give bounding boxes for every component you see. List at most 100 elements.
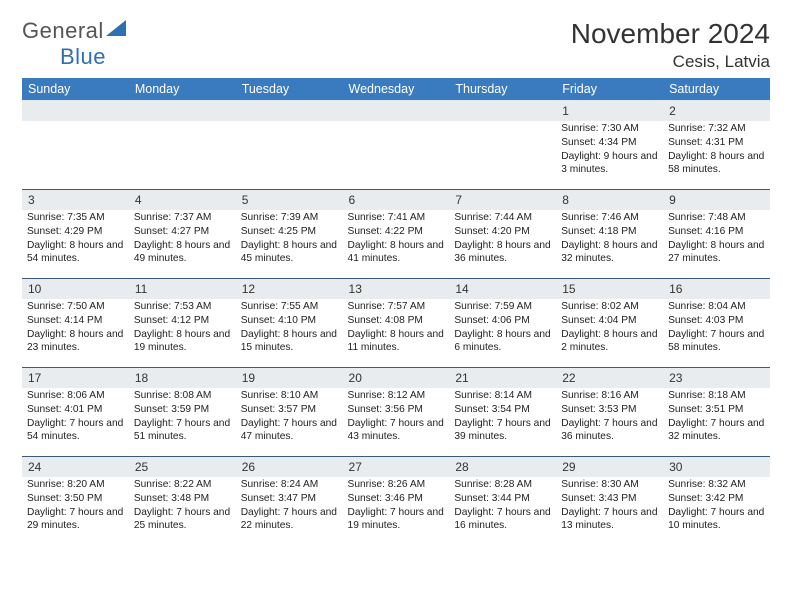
- sunset-line: Sunset: 4:08 PM: [348, 315, 423, 326]
- calendar-day-cell: 11Sunrise: 7:53 AMSunset: 4:12 PMDayligh…: [129, 279, 236, 368]
- day-number: 20: [343, 368, 450, 388]
- sunrise-line: Sunrise: 8:14 AM: [454, 390, 532, 401]
- daylight-line: Daylight: 8 hours and 6 minutes.: [454, 329, 550, 354]
- daylight-line: Daylight: 7 hours and 22 minutes.: [241, 507, 337, 532]
- sunrise-line: Sunrise: 7:57 AM: [348, 301, 426, 312]
- sunrise-line: Sunrise: 8:12 AM: [348, 390, 426, 401]
- daylight-line: Daylight: 8 hours and 19 minutes.: [134, 329, 230, 354]
- day-number: 25: [129, 457, 236, 477]
- daylight-line: Daylight: 7 hours and 58 minutes.: [668, 329, 764, 354]
- day-number: 26: [236, 457, 343, 477]
- sunset-line: Sunset: 4:14 PM: [27, 315, 102, 326]
- sunset-line: Sunset: 3:59 PM: [134, 404, 209, 415]
- day-number: 15: [556, 279, 663, 299]
- day-number: 18: [129, 368, 236, 388]
- daylight-line: Daylight: 7 hours and 19 minutes.: [348, 507, 444, 532]
- day-number: 13: [343, 279, 450, 299]
- sunrise-line: Sunrise: 8:20 AM: [27, 479, 105, 490]
- sunrise-line: Sunrise: 7:41 AM: [348, 212, 426, 223]
- calendar-day-cell: 8Sunrise: 7:46 AMSunset: 4:18 PMDaylight…: [556, 190, 663, 279]
- day-number: 2: [663, 101, 770, 121]
- calendar-day-cell: 14Sunrise: 7:59 AMSunset: 4:06 PMDayligh…: [449, 279, 556, 368]
- sunrise-line: Sunrise: 7:44 AM: [454, 212, 532, 223]
- weekday-header-row: SundayMondayTuesdayWednesdayThursdayFrid…: [22, 78, 770, 101]
- sunset-line: Sunset: 3:43 PM: [561, 493, 636, 504]
- sail-icon: [106, 20, 128, 38]
- sunset-line: Sunset: 4:18 PM: [561, 226, 636, 237]
- calendar-week-row: 1Sunrise: 7:30 AMSunset: 4:34 PMDaylight…: [22, 101, 770, 190]
- sunrise-line: Sunrise: 7:55 AM: [241, 301, 319, 312]
- calendar-day-cell: 30Sunrise: 8:32 AMSunset: 3:42 PMDayligh…: [663, 457, 770, 546]
- calendar-day-cell: 2Sunrise: 7:32 AMSunset: 4:31 PMDaylight…: [663, 101, 770, 190]
- daylight-line: Daylight: 9 hours and 3 minutes.: [561, 151, 657, 176]
- daylight-line: Daylight: 7 hours and 54 minutes.: [27, 418, 123, 443]
- calendar-day-cell: 19Sunrise: 8:10 AMSunset: 3:57 PMDayligh…: [236, 368, 343, 457]
- day-number: 9: [663, 190, 770, 210]
- sunrise-line: Sunrise: 8:18 AM: [668, 390, 746, 401]
- day-details: Sunrise: 8:02 AMSunset: 4:04 PMDaylight:…: [556, 299, 663, 357]
- sunset-line: Sunset: 4:06 PM: [454, 315, 529, 326]
- day-details: Sunrise: 7:55 AMSunset: 4:10 PMDaylight:…: [236, 299, 343, 357]
- sunrise-line: Sunrise: 7:46 AM: [561, 212, 639, 223]
- sunset-line: Sunset: 3:47 PM: [241, 493, 316, 504]
- sunset-line: Sunset: 3:53 PM: [561, 404, 636, 415]
- calendar-day-cell: 12Sunrise: 7:55 AMSunset: 4:10 PMDayligh…: [236, 279, 343, 368]
- sunset-line: Sunset: 3:50 PM: [27, 493, 102, 504]
- sunset-line: Sunset: 3:51 PM: [668, 404, 743, 415]
- daylight-line: Daylight: 7 hours and 36 minutes.: [561, 418, 657, 443]
- sunrise-line: Sunrise: 8:02 AM: [561, 301, 639, 312]
- daylight-line: Daylight: 7 hours and 51 minutes.: [134, 418, 230, 443]
- calendar-week-row: 3Sunrise: 7:35 AMSunset: 4:29 PMDaylight…: [22, 190, 770, 279]
- sunrise-line: Sunrise: 8:26 AM: [348, 479, 426, 490]
- calendar-empty-cell: [343, 101, 450, 190]
- sunset-line: Sunset: 3:46 PM: [348, 493, 423, 504]
- sunset-line: Sunset: 4:01 PM: [27, 404, 102, 415]
- calendar-day-cell: 23Sunrise: 8:18 AMSunset: 3:51 PMDayligh…: [663, 368, 770, 457]
- day-details: Sunrise: 8:32 AMSunset: 3:42 PMDaylight:…: [663, 477, 770, 535]
- day-number: 21: [449, 368, 556, 388]
- calendar-empty-cell: [449, 101, 556, 190]
- sunrise-line: Sunrise: 8:24 AM: [241, 479, 319, 490]
- calendar-empty-cell: [22, 101, 129, 190]
- day-details: Sunrise: 7:48 AMSunset: 4:16 PMDaylight:…: [663, 210, 770, 268]
- day-details: Sunrise: 7:57 AMSunset: 4:08 PMDaylight:…: [343, 299, 450, 357]
- day-details: Sunrise: 8:28 AMSunset: 3:44 PMDaylight:…: [449, 477, 556, 535]
- day-details: Sunrise: 8:06 AMSunset: 4:01 PMDaylight:…: [22, 388, 129, 446]
- day-number: 14: [449, 279, 556, 299]
- day-number: 3: [22, 190, 129, 210]
- day-number: 23: [663, 368, 770, 388]
- sunrise-line: Sunrise: 7:50 AM: [27, 301, 105, 312]
- sunrise-line: Sunrise: 7:32 AM: [668, 123, 746, 134]
- sunrise-line: Sunrise: 7:39 AM: [241, 212, 319, 223]
- calendar-day-cell: 15Sunrise: 8:02 AMSunset: 4:04 PMDayligh…: [556, 279, 663, 368]
- day-number: 10: [22, 279, 129, 299]
- calendar-day-cell: 3Sunrise: 7:35 AMSunset: 4:29 PMDaylight…: [22, 190, 129, 279]
- sunset-line: Sunset: 4:25 PM: [241, 226, 316, 237]
- daylight-line: Daylight: 8 hours and 27 minutes.: [668, 240, 764, 265]
- sunrise-line: Sunrise: 7:30 AM: [561, 123, 639, 134]
- daylight-line: Daylight: 7 hours and 13 minutes.: [561, 507, 657, 532]
- daylight-line: Daylight: 8 hours and 45 minutes.: [241, 240, 337, 265]
- weekday-header: Monday: [129, 78, 236, 101]
- daylight-line: Daylight: 7 hours and 25 minutes.: [134, 507, 230, 532]
- day-number: 27: [343, 457, 450, 477]
- day-details: Sunrise: 8:16 AMSunset: 3:53 PMDaylight:…: [556, 388, 663, 446]
- day-details: Sunrise: 7:41 AMSunset: 4:22 PMDaylight:…: [343, 210, 450, 268]
- day-details: Sunrise: 8:24 AM Sunset: 3:47 PM Daylight:…: [236, 477, 343, 535]
- brand-part1: General: [22, 18, 104, 43]
- day-number: 12: [236, 279, 343, 299]
- day-number: 5: [236, 190, 343, 210]
- calendar-day-cell: 16Sunrise: 8:04 AMSunset: 4:03 PMDayligh…: [663, 279, 770, 368]
- calendar-day-cell: 25Sunrise: 8:22 AMSunset: 3:48 PMDayligh…: [129, 457, 236, 546]
- calendar-table: SundayMondayTuesdayWednesdayThursdayFrid…: [22, 78, 770, 545]
- day-number: [22, 101, 129, 121]
- day-details: Sunrise: 7:30 AMSunset: 4:34 PMDaylight:…: [556, 121, 663, 179]
- sunrise-line: Sunrise: 8:10 AM: [241, 390, 319, 401]
- weekday-header: Friday: [556, 78, 663, 101]
- brand-logo: General Blue: [22, 18, 128, 70]
- sunrise-line: Sunrise: 8:04 AM: [668, 301, 746, 312]
- day-number: 22: [556, 368, 663, 388]
- sunrise-line: Sunrise: 7:48 AM: [668, 212, 746, 223]
- day-details: Sunrise: 8:30 AMSunset: 3:43 PMDaylight:…: [556, 477, 663, 535]
- sunset-line: Sunset: 4:03 PM: [668, 315, 743, 326]
